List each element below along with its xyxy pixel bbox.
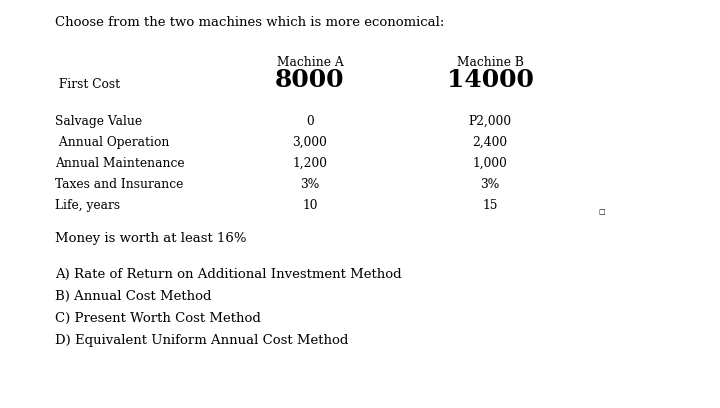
Text: C) Present Worth Cost Method: C) Present Worth Cost Method xyxy=(55,312,261,325)
Text: 3,000: 3,000 xyxy=(292,136,328,149)
Text: First Cost: First Cost xyxy=(55,78,120,91)
Text: Life, years: Life, years xyxy=(55,199,120,212)
Text: 3%: 3% xyxy=(480,178,500,191)
Text: P2,000: P2,000 xyxy=(469,115,512,128)
Text: 8000: 8000 xyxy=(275,68,345,92)
Text: Machine B: Machine B xyxy=(456,56,523,69)
Text: 14000: 14000 xyxy=(446,68,534,92)
Text: D) Equivalent Uniform Annual Cost Method: D) Equivalent Uniform Annual Cost Method xyxy=(55,334,348,347)
Text: Annual Operation: Annual Operation xyxy=(55,136,169,149)
Text: 0: 0 xyxy=(306,115,314,128)
Text: Taxes and Insurance: Taxes and Insurance xyxy=(55,178,184,191)
Text: Salvage Value: Salvage Value xyxy=(55,115,142,128)
Text: Choose from the two machines which is more economical:: Choose from the two machines which is mo… xyxy=(55,16,444,29)
Text: 15: 15 xyxy=(482,199,498,212)
Text: A) Rate of Return on Additional Investment Method: A) Rate of Return on Additional Investme… xyxy=(55,268,402,281)
Text: Annual Maintenance: Annual Maintenance xyxy=(55,157,184,170)
Text: Money is worth at least 16%: Money is worth at least 16% xyxy=(55,232,246,245)
Text: 1,000: 1,000 xyxy=(472,157,508,170)
Text: 10: 10 xyxy=(302,199,318,212)
Text: B) Annual Cost Method: B) Annual Cost Method xyxy=(55,290,212,303)
Text: 2,400: 2,400 xyxy=(472,136,508,149)
Text: 1,200: 1,200 xyxy=(292,157,328,170)
Text: □: □ xyxy=(598,208,605,216)
Text: 3%: 3% xyxy=(300,178,320,191)
Text: Machine A: Machine A xyxy=(276,56,343,69)
